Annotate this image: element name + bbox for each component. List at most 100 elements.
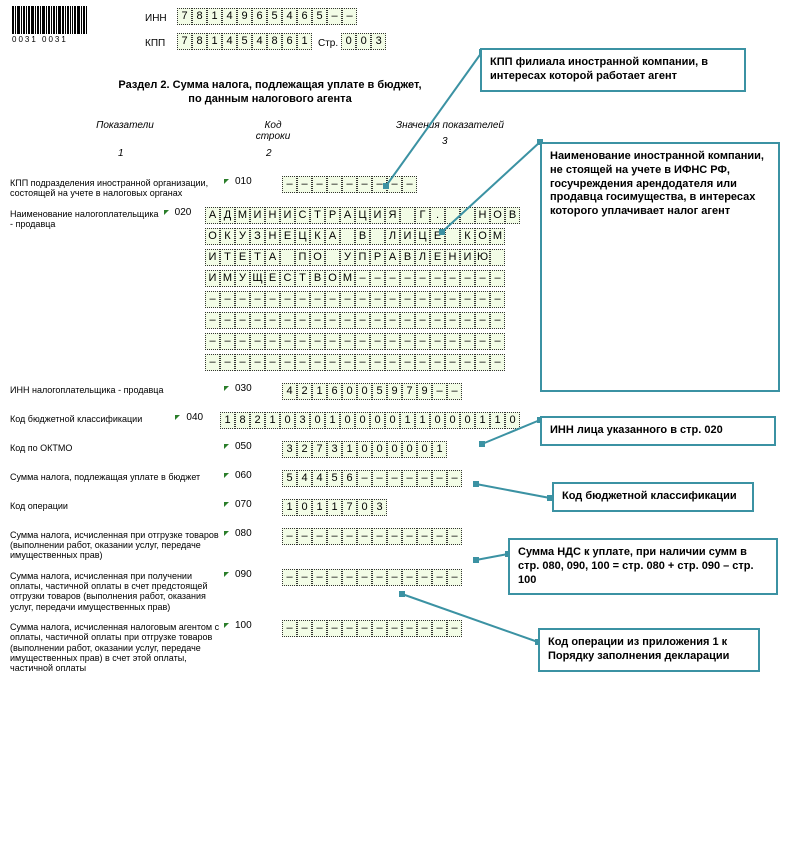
cell[interactable]: И — [280, 207, 295, 224]
cell[interactable]: 1 — [327, 499, 342, 516]
cell[interactable]: 8 — [267, 33, 282, 50]
cell[interactable]: 0 — [357, 383, 372, 400]
cell[interactable]: – — [417, 528, 432, 545]
cell[interactable]: – — [447, 528, 462, 545]
cell[interactable]: – — [432, 470, 447, 487]
cell[interactable]: 6 — [282, 33, 297, 50]
cell[interactable]: 1 — [325, 412, 340, 429]
cell[interactable]: Т — [295, 270, 310, 287]
cell[interactable]: – — [460, 291, 475, 308]
cell[interactable]: – — [400, 354, 415, 371]
cell[interactable] — [370, 228, 385, 245]
cell[interactable]: 0 — [342, 383, 357, 400]
cell[interactable]: 4 — [312, 470, 327, 487]
cell[interactable]: 1 — [342, 441, 357, 458]
cell[interactable]: 9 — [417, 383, 432, 400]
cell[interactable]: Ю — [475, 249, 490, 266]
cell[interactable]: С — [295, 207, 310, 224]
cell[interactable]: 8 — [192, 8, 207, 25]
cell[interactable]: А — [265, 249, 280, 266]
cell[interactable]: 4 — [252, 33, 267, 50]
cell[interactable]: 6 — [252, 8, 267, 25]
cell[interactable]: 0 — [445, 412, 460, 429]
cell[interactable]: – — [370, 333, 385, 350]
cell[interactable]: 2 — [297, 383, 312, 400]
cell[interactable]: – — [417, 569, 432, 586]
cell[interactable]: М — [220, 270, 235, 287]
cell[interactable]: – — [490, 270, 505, 287]
cell[interactable]: – — [415, 312, 430, 329]
cell[interactable]: П — [355, 249, 370, 266]
cell[interactable]: – — [460, 354, 475, 371]
cell[interactable]: 3 — [295, 412, 310, 429]
cell[interactable]: – — [385, 270, 400, 287]
cell[interactable]: – — [355, 291, 370, 308]
cell[interactable]: – — [235, 291, 250, 308]
cell[interactable]: 1 — [415, 412, 430, 429]
cell[interactable]: 0 — [372, 441, 387, 458]
cell[interactable]: – — [280, 333, 295, 350]
cell[interactable]: – — [432, 528, 447, 545]
cell[interactable]: 3 — [282, 441, 297, 458]
cell[interactable]: – — [220, 312, 235, 329]
cell[interactable]: – — [310, 354, 325, 371]
cell[interactable]: 6 — [297, 8, 312, 25]
cell[interactable]: – — [250, 333, 265, 350]
cell[interactable]: – — [312, 176, 327, 193]
cell[interactable]: С — [280, 270, 295, 287]
cell[interactable]: А — [385, 249, 400, 266]
cell[interactable]: – — [475, 270, 490, 287]
cell[interactable]: 2 — [250, 412, 265, 429]
cell[interactable]: – — [340, 354, 355, 371]
cell[interactable]: – — [295, 312, 310, 329]
cell[interactable]: В — [355, 228, 370, 245]
cell[interactable]: – — [400, 291, 415, 308]
cell[interactable] — [280, 249, 295, 266]
cell[interactable]: – — [282, 176, 297, 193]
cell[interactable]: – — [342, 528, 357, 545]
cell[interactable]: 4 — [282, 8, 297, 25]
cell[interactable]: – — [417, 470, 432, 487]
cell[interactable]: 9 — [237, 8, 252, 25]
cell[interactable]: Р — [370, 249, 385, 266]
cell[interactable]: – — [295, 354, 310, 371]
cell[interactable]: 4 — [222, 33, 237, 50]
cell[interactable]: – — [370, 312, 385, 329]
cell[interactable]: Ц — [295, 228, 310, 245]
cell[interactable]: – — [205, 354, 220, 371]
cell[interactable]: И — [205, 249, 220, 266]
cell[interactable]: 0 — [402, 441, 417, 458]
cell[interactable]: – — [370, 354, 385, 371]
cell[interactable]: – — [342, 620, 357, 637]
cell[interactable]: – — [295, 333, 310, 350]
cell[interactable]: Л — [385, 228, 400, 245]
cell[interactable]: А — [205, 207, 220, 224]
cell[interactable]: – — [327, 8, 342, 25]
cell[interactable]: 5 — [282, 470, 297, 487]
cell[interactable]: Д — [220, 207, 235, 224]
cell[interactable]: – — [370, 270, 385, 287]
cell[interactable]: – — [400, 333, 415, 350]
cell[interactable]: 8 — [192, 33, 207, 50]
cell[interactable]: 0 — [357, 441, 372, 458]
cell[interactable]: – — [235, 333, 250, 350]
cell[interactable]: – — [280, 354, 295, 371]
cell[interactable] — [325, 249, 340, 266]
cell[interactable]: 7 — [177, 8, 192, 25]
cell[interactable]: 6 — [327, 383, 342, 400]
cell[interactable]: – — [357, 569, 372, 586]
cell[interactable]: 1 — [432, 441, 447, 458]
cell[interactable]: И — [370, 207, 385, 224]
cell[interactable]: – — [385, 354, 400, 371]
cell[interactable]: М — [235, 207, 250, 224]
cell[interactable]: Я — [385, 207, 400, 224]
cell[interactable]: – — [342, 569, 357, 586]
cell[interactable]: – — [295, 291, 310, 308]
cell[interactable]: – — [325, 354, 340, 371]
cell[interactable]: 7 — [177, 33, 192, 50]
cell[interactable]: 0 — [310, 412, 325, 429]
cell[interactable]: – — [205, 312, 220, 329]
cell[interactable]: – — [370, 291, 385, 308]
cell[interactable]: 4 — [297, 470, 312, 487]
cell[interactable]: – — [430, 354, 445, 371]
